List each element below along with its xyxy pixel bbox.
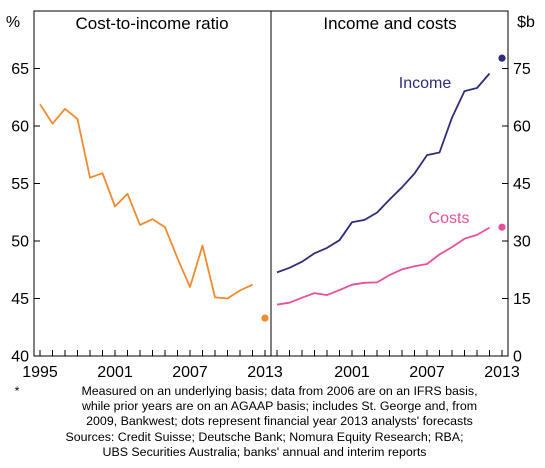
footnote-line-1: Measured on an underlying basis; data fr… [81, 384, 478, 398]
right-y-tick-label: 0 [513, 349, 522, 366]
x-tick-label: 2013 [484, 364, 520, 381]
x-tick-label: 2007 [172, 364, 208, 381]
right-y-tick-label: 45 [513, 176, 531, 193]
sources-line-2: UBS Securities Australia; banks' annual … [102, 444, 427, 459]
left-y-tick-label: 60 [11, 119, 29, 136]
costs-series-label: Costs [429, 210, 470, 227]
left-axis-unit: % [6, 14, 20, 31]
left-y-axis: 40 45 50 55 60 65 [11, 61, 40, 366]
x-tick-label: 2001 [97, 364, 133, 381]
footnote: * Measured on an underlying basis; data … [0, 384, 545, 430]
cost-to-income-forecast-dot [261, 314, 269, 322]
footnote-text: Measured on an underlying basis; data fr… [34, 384, 545, 430]
x-tick-label: 2007 [409, 364, 445, 381]
left-y-tick-label: 65 [11, 61, 29, 78]
footnote-marker: * [14, 384, 20, 398]
left-panel-title: Cost-to-income ratio [75, 14, 228, 33]
cost-to-income-line [39, 103, 253, 300]
right-axis-unit: $b [517, 14, 535, 31]
right-y-tick-label: 30 [513, 234, 531, 251]
x-tick-label: 1995 [22, 364, 58, 381]
right-y-tick-label: 75 [513, 61, 531, 78]
footnote-line-2: while prior years are on an AGAAP basis;… [81, 399, 478, 414]
income-series-label: Income [399, 75, 452, 92]
costs-line [276, 226, 490, 306]
footnote-line-3: 2009, Bankwest; dots represent financial… [86, 414, 473, 429]
right-y-axis: 0 15 30 45 60 75 [502, 61, 531, 366]
left-y-tick-label: 40 [11, 349, 29, 366]
right-panel-title: Income and costs [323, 14, 456, 33]
costs-forecast-dot [498, 223, 506, 231]
series-layer [39, 54, 506, 322]
chart-notes: * Measured on an underlying basis; data … [0, 384, 545, 460]
x-tick-label: 2001 [334, 364, 370, 381]
chart-area: % $b Cost-to-income ratio Income and cos… [6, 10, 535, 381]
income-line [276, 72, 491, 274]
x-axis: 1995 2001 2007 2013 2001 2007 2013 [22, 350, 520, 381]
sources-line-1: Sources: Credit Suisse; Deutsche Bank; N… [65, 429, 464, 444]
left-y-tick-label: 55 [11, 176, 29, 193]
income-forecast-dot [498, 54, 506, 62]
right-y-tick-label: 60 [513, 119, 531, 136]
right-y-tick-label: 15 [513, 291, 531, 308]
left-y-tick-label: 45 [11, 291, 29, 308]
x-tick-label: 2013 [247, 364, 283, 381]
left-y-tick-label: 50 [11, 234, 29, 251]
